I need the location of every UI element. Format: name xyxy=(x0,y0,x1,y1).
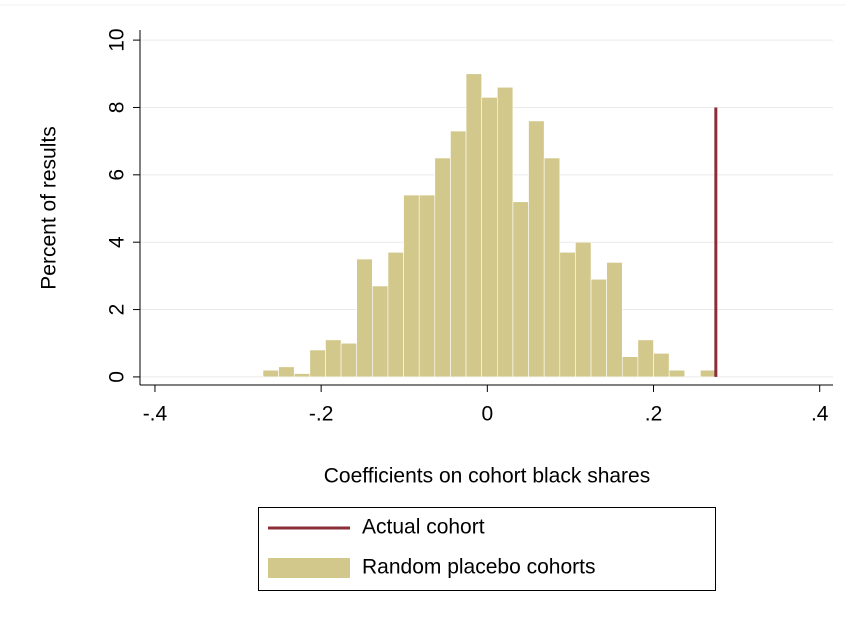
x-tick-label: 0 xyxy=(481,403,493,426)
bar xyxy=(700,369,717,378)
y-axis-label: Percent of results xyxy=(38,126,61,289)
bar xyxy=(497,86,514,378)
bar xyxy=(262,369,279,378)
bar xyxy=(575,241,592,378)
y-tick-label: 4 xyxy=(106,236,129,248)
plot-area: 0 2 4 6 8 10 -.4 -.2 0 .2 .4 xyxy=(106,28,833,426)
bar xyxy=(653,353,670,378)
bar xyxy=(590,278,607,378)
bar xyxy=(606,262,623,378)
legend-label: Actual cohort xyxy=(362,516,485,539)
y-tick-label: 8 xyxy=(106,102,129,114)
legend-swatch xyxy=(268,558,350,578)
bar xyxy=(450,130,467,378)
x-tick-label: -.2 xyxy=(309,403,334,426)
bar xyxy=(278,366,295,378)
legend: Actual cohort Random placebo cohorts xyxy=(268,516,595,579)
bar xyxy=(465,73,482,378)
bar xyxy=(621,356,639,378)
y-tick-label: 2 xyxy=(106,304,129,316)
legend-label: Random placebo cohorts xyxy=(362,556,595,579)
bar xyxy=(372,285,389,378)
bar xyxy=(387,251,404,378)
bar xyxy=(293,373,311,378)
bar xyxy=(512,201,529,378)
y-tick-label: 6 xyxy=(106,169,129,181)
bar xyxy=(403,194,420,378)
bar xyxy=(325,339,342,378)
x-axis-label: Coefficients on cohort black shares xyxy=(324,465,650,488)
bar xyxy=(340,342,358,378)
bar xyxy=(528,120,545,378)
x-tick-label: .4 xyxy=(811,403,829,426)
y-tick-label: 10 xyxy=(106,28,129,51)
y-tick-label: 0 xyxy=(106,371,129,383)
bar xyxy=(637,339,654,378)
bar xyxy=(668,369,686,378)
x-tick-label: .2 xyxy=(645,403,663,426)
bar xyxy=(309,349,326,378)
bar xyxy=(418,194,436,378)
x-tick-label: -.4 xyxy=(143,403,168,426)
bar xyxy=(434,157,451,378)
bar xyxy=(356,258,373,378)
bar xyxy=(543,157,561,378)
bar xyxy=(559,251,576,378)
bar xyxy=(481,97,498,378)
